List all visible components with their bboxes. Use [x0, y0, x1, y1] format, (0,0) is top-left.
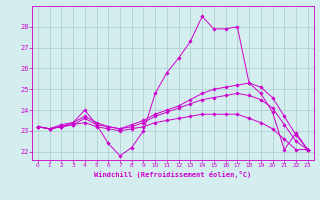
X-axis label: Windchill (Refroidissement éolien,°C): Windchill (Refroidissement éolien,°C) — [94, 171, 252, 178]
